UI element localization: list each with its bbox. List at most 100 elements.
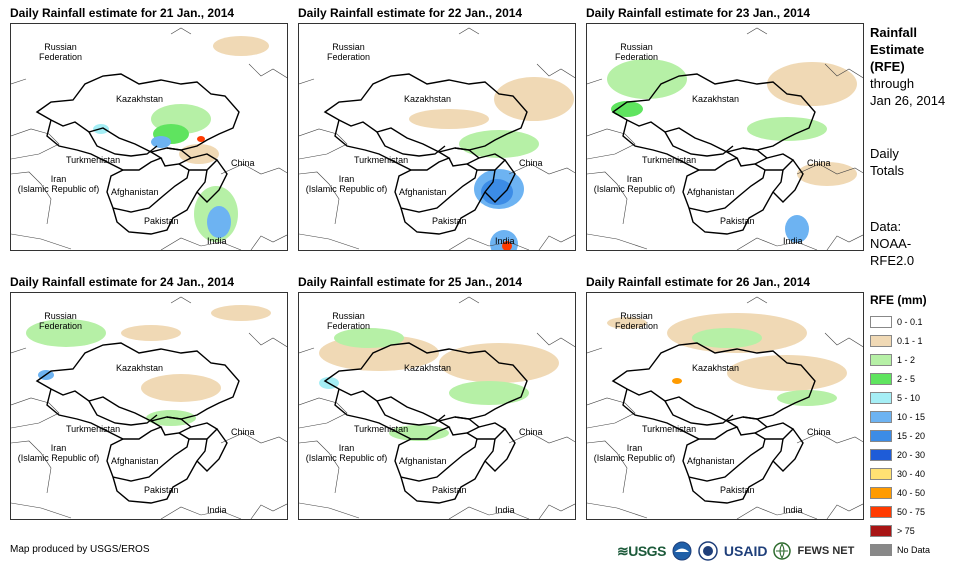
label-china: China [231, 427, 255, 437]
rainfall-map-svg [299, 27, 575, 250]
label-india: India [495, 505, 515, 515]
label-afghanistan: Afghanistan [687, 456, 735, 466]
legend-label: 15 - 20 [897, 430, 926, 441]
fews-net-logo: FEWS NET [797, 545, 855, 557]
label-kazakhstan: Kazakhstan [692, 363, 740, 373]
sidebar-data-source: Data: NOAA- RFE2.0 [870, 218, 914, 269]
rainfall-map: Russian Federation Kazakhstan Turkmenista… [10, 23, 288, 251]
label-iran: Iran (Islamic Republic of) [17, 443, 100, 463]
panel-title: Daily Rainfall estimate for 24 Jan., 201… [10, 275, 235, 289]
label-kazakhstan: Kazakhstan [116, 363, 164, 373]
label-turkmenistan: Turkmenistan [66, 155, 121, 165]
legend-label: 40 - 50 [897, 487, 926, 498]
legend-swatch [870, 486, 892, 499]
label-china: China [519, 427, 543, 437]
label-india: India [783, 236, 803, 246]
sidebar-totals-line1: Daily [870, 146, 899, 161]
legend-item: 2 - 5 [870, 369, 930, 388]
rainfall-map-svg [11, 296, 287, 519]
label-pakistan: Pakistan [720, 216, 755, 226]
label-iran: Iran (Islamic Republic of) [305, 174, 388, 194]
legend-label: 5 - 10 [897, 392, 921, 403]
legend-label: 10 - 15 [897, 411, 926, 422]
label-afghanistan: Afghanistan [687, 187, 735, 197]
panel-title: Daily Rainfall estimate for 21 Jan., 201… [10, 6, 235, 20]
label-russia: Russian Federation [39, 42, 83, 62]
legend-label: 0.1 - 1 [897, 335, 923, 346]
rainfall-map: Russian Federation Kazakhstan Turkmenista… [298, 292, 576, 520]
label-pakistan: Pakistan [432, 485, 467, 495]
fews-globe-icon [773, 542, 792, 560]
label-kazakhstan: Kazakhstan [116, 94, 164, 104]
label-kazakhstan: Kazakhstan [692, 94, 740, 104]
label-russia: Russian Federation [39, 311, 83, 331]
label-afghanistan: Afghanistan [399, 456, 447, 466]
agency-logos: ≋USGS USAID FEWS NET [617, 540, 854, 562]
legend-swatch [870, 467, 892, 480]
label-china: China [807, 427, 831, 437]
label-india: India [207, 505, 227, 515]
sidebar-date: Jan 26, 2014 [870, 93, 946, 108]
legend-item: 40 - 50 [870, 483, 930, 502]
rainfall-map-svg [587, 27, 863, 250]
legend-swatch [870, 334, 892, 347]
legend-swatch [870, 505, 892, 518]
rainfall-map-svg [299, 296, 575, 519]
legend-label: No Data [897, 544, 931, 555]
legend-item: 10 - 15 [870, 407, 930, 426]
label-turkmenistan: Turkmenistan [66, 424, 121, 434]
sidebar-data-line2: NOAA- [870, 236, 912, 251]
sidebar-data-line1: Data: [870, 219, 902, 234]
rainfall-map: Russian Federation Kazakhstan Turkmenista… [586, 23, 864, 251]
legend-item: > 75 [870, 521, 930, 540]
panel-title: Daily Rainfall estimate for 25 Jan., 201… [298, 275, 523, 289]
label-kazakhstan: Kazakhstan [404, 363, 452, 373]
label-turkmenistan: Turkmenistan [354, 155, 409, 165]
rain-overlay [607, 313, 847, 406]
sidebar-through: through [870, 76, 915, 91]
sidebar-title-line2: Estimate [870, 42, 925, 57]
legend-swatch [870, 391, 892, 404]
legend-swatch [870, 372, 892, 385]
legend-item: 20 - 30 [870, 445, 930, 464]
label-iran: Iran (Islamic Republic of) [305, 443, 388, 463]
sidebar-data-line3: RFE2.0 [870, 253, 915, 268]
label-china: China [231, 158, 255, 168]
label-iran: Iran (Islamic Republic of) [593, 443, 676, 463]
legend-label: 1 - 2 [897, 354, 916, 365]
label-turkmenistan: Turkmenistan [642, 155, 697, 165]
label-china: China [519, 158, 543, 168]
legend-item: 5 - 10 [870, 388, 930, 407]
usgs-logo: ≋USGS [617, 542, 666, 559]
rfe-legend: RFE (mm) 0 - 0.1 0.1 - 1 1 - 2 2 - 5 5 - 10 1… [870, 293, 930, 559]
label-afghanistan: Afghanistan [111, 456, 159, 466]
label-iran: Iran (Islamic Republic of) [593, 174, 676, 194]
legend-label: > 75 [897, 525, 915, 536]
panel-title: Daily Rainfall estimate for 22 Jan., 201… [298, 6, 523, 20]
legend-label: 20 - 30 [897, 449, 926, 460]
label-india: India [495, 236, 515, 246]
legend-swatch [870, 524, 892, 537]
rain-overlay [93, 36, 269, 242]
sidebar-totals: Daily Totals [870, 145, 904, 179]
label-pakistan: Pakistan [144, 485, 179, 495]
label-india: India [207, 236, 227, 246]
legend-item: No Data [870, 540, 930, 559]
label-afghanistan: Afghanistan [399, 187, 447, 197]
legend-label: 50 - 75 [897, 506, 926, 517]
rainfall-map: Russian Federation Kazakhstan Turkmenista… [586, 292, 864, 520]
label-russia: Russian Federation [615, 42, 659, 62]
panel-title: Daily Rainfall estimate for 23 Jan., 201… [586, 6, 811, 20]
rainfall-map: Russian Federation Kazakhstan Turkmenista… [10, 292, 288, 520]
sidebar-title: Rainfall Estimate (RFE) through Jan 26, … [870, 24, 945, 109]
label-china: China [807, 158, 831, 168]
legend-item: 30 - 40 [870, 464, 930, 483]
panel-title: Daily Rainfall estimate for 26 Jan., 201… [586, 275, 811, 289]
sidebar-title-line3: (RFE) [870, 59, 905, 74]
label-pakistan: Pakistan [144, 216, 179, 226]
legend-label: 0 - 0.1 [897, 316, 923, 327]
rainfall-map-svg [11, 27, 287, 250]
rain-overlay [409, 77, 574, 250]
sidebar-title-line1: Rainfall [870, 25, 917, 40]
usaid-logo: USAID [723, 543, 768, 559]
